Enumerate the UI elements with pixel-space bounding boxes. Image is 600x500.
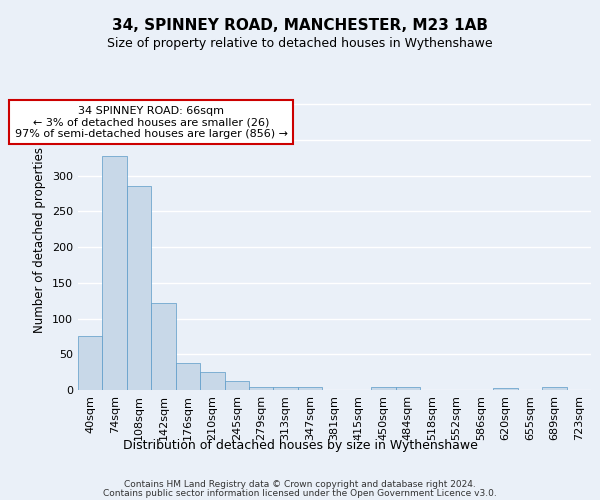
Bar (274, 387, 298, 390)
Bar (78, 336, 103, 390)
Bar (200, 372, 224, 390)
Bar (542, 387, 566, 390)
Bar (395, 387, 420, 390)
Bar (176, 363, 200, 390)
Bar (298, 387, 322, 390)
Bar (249, 387, 274, 390)
Text: Distribution of detached houses by size in Wythenshawe: Distribution of detached houses by size … (122, 440, 478, 452)
Bar (151, 303, 176, 390)
Bar (127, 186, 151, 390)
Text: 34, SPINNEY ROAD, MANCHESTER, M23 1AB: 34, SPINNEY ROAD, MANCHESTER, M23 1AB (112, 18, 488, 32)
Bar (371, 387, 395, 390)
Text: Contains public sector information licensed under the Open Government Licence v3: Contains public sector information licen… (103, 488, 497, 498)
Bar (493, 388, 518, 390)
Text: Size of property relative to detached houses in Wythenshawe: Size of property relative to detached ho… (107, 38, 493, 51)
Y-axis label: Number of detached properties: Number of detached properties (34, 147, 46, 333)
Bar (103, 156, 127, 390)
Text: 34 SPINNEY ROAD: 66sqm
← 3% of detached houses are smaller (26)
97% of semi-deta: 34 SPINNEY ROAD: 66sqm ← 3% of detached … (15, 106, 288, 139)
Bar (224, 380, 249, 390)
Text: Contains HM Land Registry data © Crown copyright and database right 2024.: Contains HM Land Registry data © Crown c… (124, 480, 476, 489)
